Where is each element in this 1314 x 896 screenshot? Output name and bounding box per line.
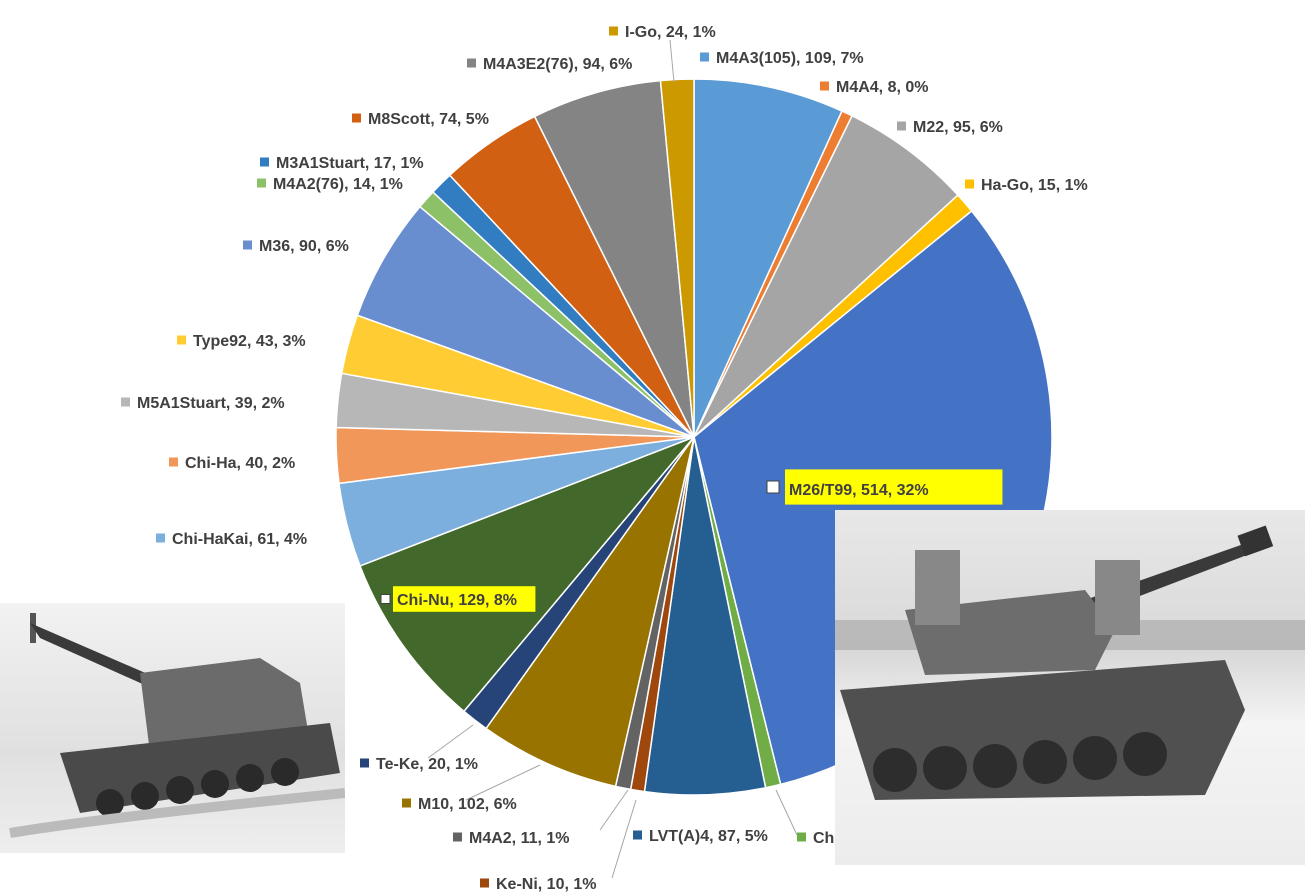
- legend-key-chi-ha: [169, 457, 178, 467]
- label-highlight-chi-nu: [393, 586, 536, 612]
- legend-key-type92: [177, 335, 186, 345]
- label-highlight-m26-t99: [785, 469, 1003, 505]
- leader-line-te-ke: [427, 724, 474, 759]
- data-label-type92: Type92, 43, 3%: [193, 333, 306, 350]
- legend-key-te-ke: [360, 758, 369, 768]
- data-label-m4a3e2-76: M4A3E2(76), 94, 6%: [483, 56, 632, 73]
- leader-line-m4a2: [599, 789, 629, 831]
- data-label-m26-t99: M26/T99, 514, 32%: [789, 482, 929, 499]
- leader-line-chi-he: [775, 789, 798, 836]
- legend-key-m4a2-76: [257, 178, 266, 188]
- pie-slice-m10: [485, 436, 695, 788]
- leader-line-m10: [465, 764, 541, 801]
- legend-key-m36: [243, 240, 252, 250]
- legend-key-i-go: [609, 26, 618, 36]
- leader-line-i-go: [669, 39, 675, 83]
- pie-slice-chi-nu: [359, 436, 695, 713]
- data-label-m4a4: M4A4, 8, 0%: [836, 79, 928, 96]
- data-label-i-go: I-Go, 24, 1%: [625, 24, 716, 41]
- data-label-m4a2: M4A2, 11, 1%: [469, 830, 570, 847]
- tank-silhouette-left: [9, 613, 345, 838]
- pie-slice-m22: [693, 114, 959, 438]
- data-label-m36: M36, 90, 6%: [259, 238, 349, 255]
- legend-key-m4a4: [820, 81, 829, 91]
- data-label-ha-go: Ha-Go, 15, 1%: [981, 177, 1088, 194]
- data-label-m22: M22, 95, 6%: [913, 119, 1003, 136]
- data-label-lvt-a-4: LVT(A)4, 87, 5%: [649, 828, 768, 845]
- legend-key-m4a3e2-76: [467, 58, 476, 68]
- data-label-chi-nu: Chi-Nu, 129, 8%: [397, 592, 517, 609]
- pie-slice-i-go: [659, 78, 695, 438]
- data-label-m10: M10, 102, 6%: [418, 796, 517, 813]
- pie-slice-m4a3e2-76: [533, 79, 695, 438]
- legend-key-m8scott: [352, 113, 361, 123]
- data-label-m5a1stuart: M5A1Stuart, 39, 2%: [137, 395, 285, 412]
- data-label-te-ke: Te-Ke, 20, 1%: [376, 756, 478, 773]
- legend-key-chi-nu: [380, 594, 391, 604]
- data-label-chi-ha: Chi-Ha, 40, 2%: [185, 455, 295, 472]
- legend-key-ke-ni: [480, 878, 489, 888]
- legend-key-m4a2: [453, 832, 462, 842]
- data-label-m4a3-105: M4A3(105), 109, 7%: [716, 50, 864, 67]
- legend-key-chi-hakai: [156, 533, 165, 543]
- legend-key-m5a1stuart: [121, 397, 130, 407]
- tank-photo-left: [0, 603, 345, 853]
- legend-key-ha-go: [965, 179, 974, 189]
- legend-key-lvt-a-4: [633, 830, 642, 840]
- pie-slice-m4a3-105: [693, 78, 843, 438]
- legend-key-m22: [897, 121, 906, 131]
- legend-key-m26-t99: [766, 480, 780, 494]
- data-label-m8scott: M8Scott, 74, 5%: [368, 111, 489, 128]
- tank-photo-right: [835, 510, 1305, 865]
- legend-key-m4a3-105: [700, 52, 709, 62]
- data-label-chi-hakai: Chi-HaKai, 61, 4%: [172, 531, 307, 548]
- tank-silhouette-right: [835, 525, 1305, 800]
- data-label-m3a1stuart: M3A1Stuart, 17, 1%: [276, 155, 424, 172]
- data-label-m4a2-76: M4A2(76), 14, 1%: [273, 176, 403, 193]
- data-label-ke-ni: Ke-Ni, 10, 1%: [496, 876, 596, 893]
- leader-line-ke-ni: [611, 799, 637, 879]
- legend-key-m3a1stuart: [260, 157, 269, 167]
- legend-key-chi-he: [797, 832, 806, 842]
- legend-key-m10: [402, 798, 411, 808]
